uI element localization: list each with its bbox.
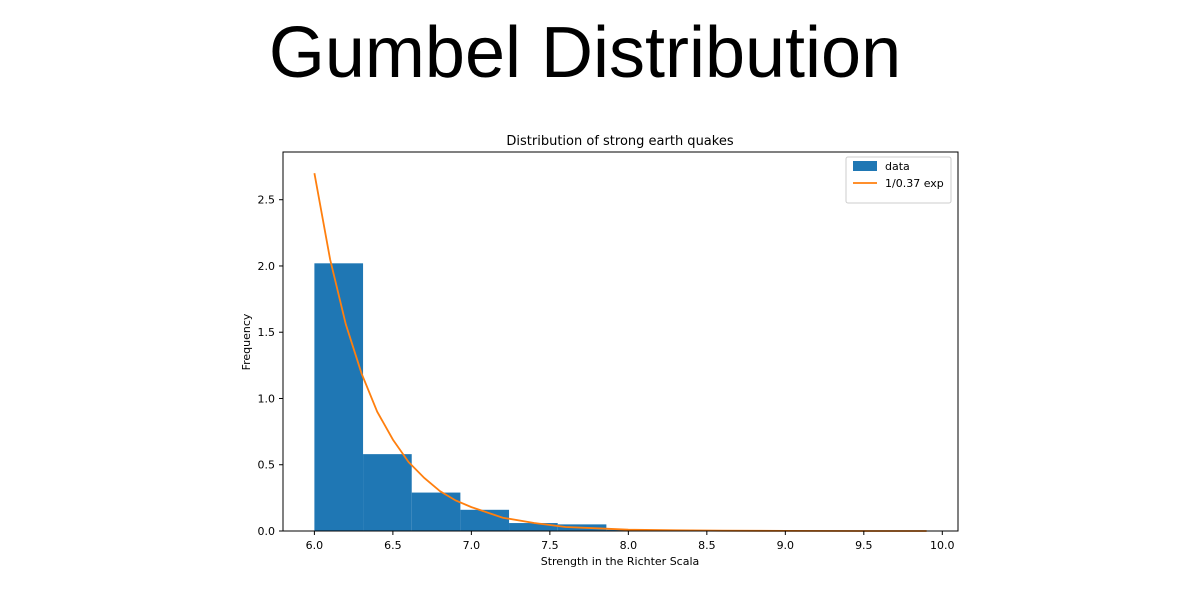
histogram-bar (314, 263, 364, 531)
y-axis-label: Frequency (240, 313, 253, 370)
x-tick-label: 9.5 (855, 539, 873, 552)
chart: Distribution of strong earth quakes 6.0 6… (240, 134, 959, 568)
y-tick-label: 2.0 (258, 260, 276, 273)
histogram-bar (460, 509, 510, 531)
y-tick-label: 1.0 (258, 392, 276, 405)
x-axis-label: Strength in the Richter Scala (541, 555, 700, 568)
x-tick-label: 6.5 (384, 539, 402, 552)
y-tick-label: 0.0 (258, 525, 276, 538)
legend-label-data: data (885, 160, 910, 173)
x-axis-ticks: 6.0 6.5 7.0 7.5 8.0 8.5 9.0 9.5 10.0 (306, 531, 955, 552)
legend-label-line: 1/0.37 exp (885, 177, 944, 190)
x-tick-label: 7.0 (463, 539, 481, 552)
y-axis-ticks: 0.0 0.5 1.0 1.5 2.0 2.5 (258, 194, 283, 538)
x-tick-label: 8.5 (698, 539, 716, 552)
x-tick-label: 6.0 (306, 539, 324, 552)
y-tick-label: 1.5 (258, 326, 276, 339)
histogram-bar (363, 454, 412, 531)
x-tick-label: 10.0 (930, 539, 955, 552)
y-tick-label: 0.5 (258, 459, 276, 472)
x-tick-label: 9.0 (777, 539, 795, 552)
histogram-bar (509, 523, 558, 531)
histogram-bars (314, 263, 704, 531)
x-tick-label: 7.5 (541, 539, 559, 552)
plot-frame (282, 151, 959, 532)
x-tick-label: 8.0 (620, 539, 638, 552)
legend-swatch-data (853, 161, 877, 171)
slide-title: Gumbel Distribution (268, 13, 902, 93)
legend: data 1/0.37 exp (845, 156, 952, 204)
y-tick-label: 2.5 (258, 194, 276, 207)
chart-title: Distribution of strong earth quakes (506, 134, 733, 149)
